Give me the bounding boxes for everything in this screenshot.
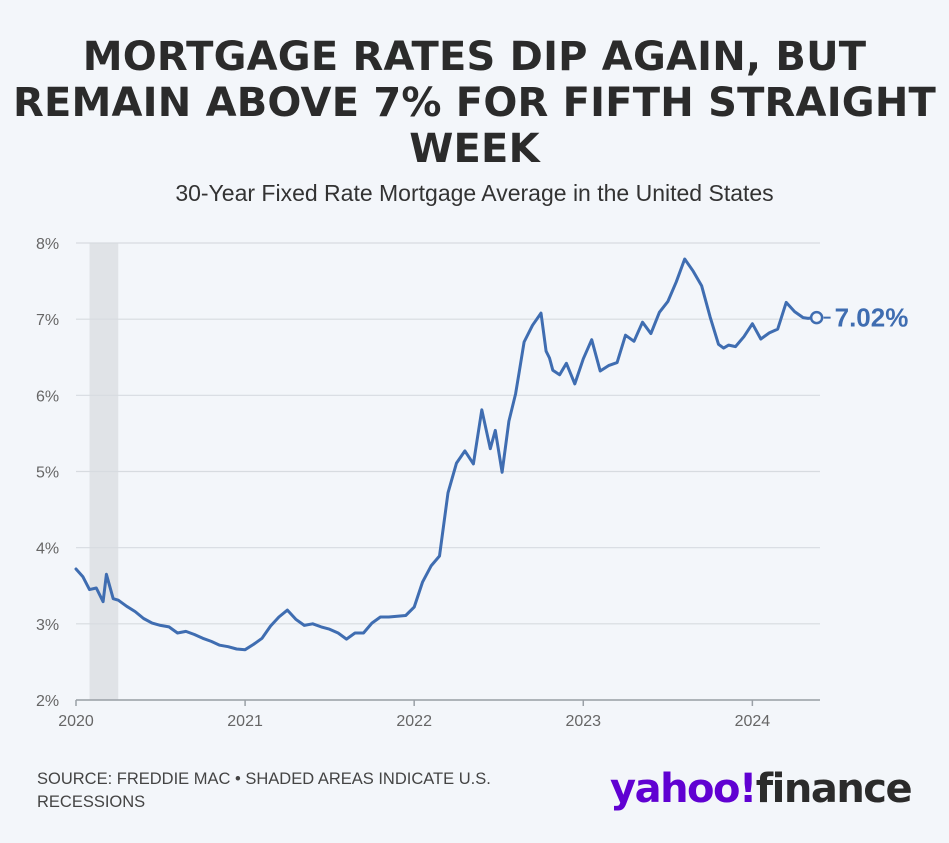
x-tick-label: 2020 [58,713,94,730]
chart-subtitle: 30-Year Fixed Rate Mortgage Average in t… [175,180,774,206]
y-tick-label: 5% [36,465,59,482]
x-tick-label: 2024 [735,713,771,730]
chart-title: MORTGAGE RATES DIP AGAIN, BUT REMAIN ABO… [13,34,936,172]
x-tick-label: 2023 [565,713,601,730]
y-tick-label: 3% [36,617,59,634]
series-line [74,257,819,652]
source-text: SOURCE: FREDDIE MAC • SHADED AREAS INDIC… [37,770,491,811]
y-tick-label: 6% [36,388,59,405]
x-tick-label: 2022 [396,713,432,730]
chart-canvas: 2% 3% 4% 5% 6% 7% 8% 2020 2021 2022 2023 2024 7.02% [36,236,909,730]
source-note: SOURCE: FREDDIE MAC • SHADED AREAS INDIC… [37,768,517,814]
end-value-label: 7.02% [835,303,909,333]
y-tick-label: 2% [36,693,59,710]
y-tick-label: 4% [36,541,59,558]
logo-finance: finance [755,766,913,812]
logo-yahoo: yahoo! [610,766,757,812]
end-marker [809,310,824,325]
x-tick-label: 2021 [227,713,263,730]
y-tick-label: 8% [36,236,59,253]
yahoo-finance-logo: yahoo!finance [610,762,913,816]
y-tick-label: 7% [36,312,59,329]
